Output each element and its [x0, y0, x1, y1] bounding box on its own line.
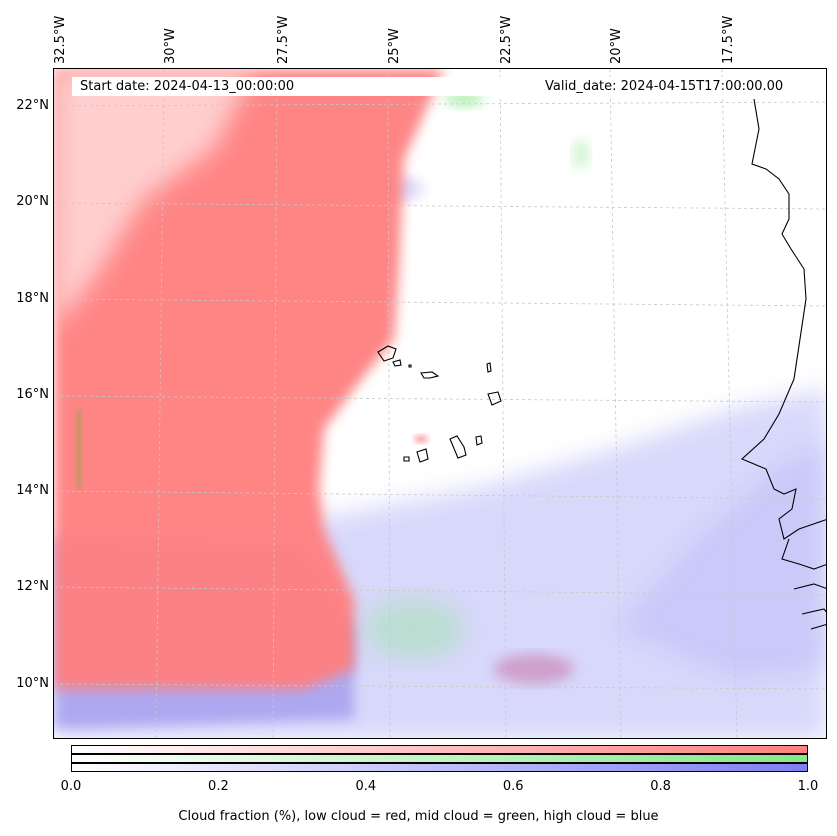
island-maio — [475, 435, 483, 446]
high-cloud-band-east — [614, 440, 826, 679]
colorbar-mid-cloud — [71, 754, 808, 763]
valid-date-label: Valid_date: 2024-04-15T17:00:00.00 — [539, 77, 815, 96]
colorbar-tick-label: 1.0 — [797, 779, 819, 794]
lon-label-20w: 20°W — [609, 28, 624, 64]
graticule — [54, 69, 826, 738]
lon-label-17-5w: 17.5°W — [721, 15, 736, 64]
low-cloud-light-north — [54, 69, 254, 329]
island-brava — [403, 456, 410, 462]
lon-label-30w: 30°W — [163, 28, 178, 64]
lat-label-20n: 20°N — [16, 194, 49, 209]
colorbar-ticks — [71, 771, 808, 772]
colorbar-low-cloud — [71, 745, 808, 754]
island-sao-nicolau — [420, 371, 440, 379]
colorbar — [71, 745, 808, 772]
lon-label-32-5w: 32.5°W — [53, 15, 68, 64]
colorbar-tick-label: 0.4 — [355, 779, 377, 794]
island-santo-antao — [377, 345, 397, 362]
coast-africa — [740, 98, 826, 540]
cloud-fraction-map — [54, 69, 826, 738]
low-cloud-main — [54, 69, 444, 689]
island-dot-1 — [408, 364, 412, 368]
coast-africa-south — [781, 538, 826, 630]
mid-cloud-layer — [76, 91, 589, 659]
lon-label-22-5w: 22.5°W — [499, 15, 514, 64]
low-cloud-layer — [54, 69, 574, 689]
colorbar-high-cloud — [71, 763, 808, 772]
lat-label-10n: 10°N — [16, 676, 49, 691]
lat-label-16n: 16°N — [16, 387, 49, 402]
island-boa-vista — [487, 391, 502, 406]
lon-label-25w: 25°W — [387, 28, 402, 64]
mid-cloud-streak-west — [76, 409, 82, 489]
colorbar-tick-label: 0.0 — [60, 779, 82, 794]
map-panel[interactable]: Start date: 2024-04-13_00:00:00 Valid_da… — [53, 68, 827, 739]
low-cloud-small-patch — [414, 435, 428, 443]
lat-label-22n: 22°N — [16, 98, 49, 113]
low-cloud-purple-south — [494, 654, 574, 684]
colorbar-tick-label: 0.8 — [650, 779, 671, 794]
lat-label-12n: 12°N — [16, 579, 49, 594]
colorbar-caption: Cloud fraction (%), low cloud = red, mid… — [178, 809, 659, 824]
colorbar-tick-label: 0.2 — [208, 779, 229, 794]
lat-label-14n: 14°N — [16, 483, 49, 498]
lat-label-18n: 18°N — [16, 291, 49, 306]
colorbar-tick-label: 0.6 — [502, 779, 524, 794]
island-sao-vicente — [392, 359, 402, 367]
coastlines — [377, 98, 826, 630]
mid-cloud-patch-east — [573, 139, 589, 169]
mid-cloud-patch-south — [364, 599, 464, 659]
start-date-label: Start date: 2024-04-13_00:00:00 — [72, 77, 520, 96]
island-sal — [486, 362, 492, 373]
lon-label-27-5w: 27.5°W — [276, 15, 291, 64]
island-fogo — [416, 448, 429, 463]
island-santiago — [449, 435, 467, 459]
